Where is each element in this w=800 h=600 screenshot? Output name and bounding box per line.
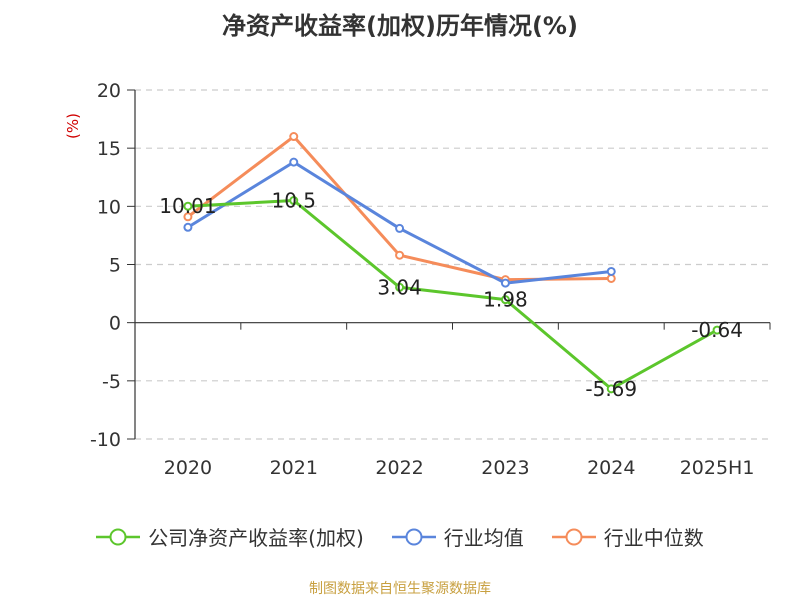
data-point[interactable] bbox=[606, 273, 616, 283]
y-tick-label: 20 bbox=[97, 80, 121, 102]
y-tick-label: -10 bbox=[90, 429, 121, 451]
y-tick-label: -5 bbox=[102, 371, 121, 393]
grid-lines bbox=[135, 89, 770, 440]
data-point[interactable] bbox=[395, 250, 405, 260]
legend-label: 行业均值 bbox=[443, 526, 524, 550]
data-point[interactable] bbox=[183, 201, 193, 211]
y-tick-label: 10 bbox=[97, 196, 121, 218]
y-tick-label: 0 bbox=[109, 313, 121, 335]
legend-label: 行业中位数 bbox=[603, 526, 704, 550]
chart-title: 净资产收益率(加权)历年情况(%) bbox=[222, 12, 578, 40]
x-tick-label: 2020 bbox=[164, 457, 212, 479]
data-label: 3.04 bbox=[377, 275, 422, 299]
data-point[interactable] bbox=[395, 223, 405, 233]
data-labels: 10.01 10.5 3.04 1.98 -5.69 -0.64 bbox=[159, 189, 743, 401]
series-group bbox=[183, 196, 722, 394]
x-tick-label: 2021 bbox=[270, 457, 318, 479]
y-tick-label: 15 bbox=[97, 138, 121, 160]
data-point[interactable] bbox=[500, 295, 510, 305]
data-label: -5.69 bbox=[585, 377, 637, 401]
data-point[interactable] bbox=[606, 384, 616, 394]
data-point[interactable] bbox=[289, 196, 299, 206]
legend-item[interactable]: 公司净资产收益率(加权) bbox=[96, 522, 364, 551]
x-tick-label: 2025H1 bbox=[680, 457, 755, 479]
data-label: 10.5 bbox=[271, 189, 316, 213]
y-unit-label: (%) bbox=[64, 113, 82, 139]
data-point[interactable] bbox=[712, 325, 722, 335]
series-line bbox=[187, 199, 718, 391]
legend-item[interactable]: 行业均值 bbox=[391, 522, 524, 551]
data-label: 1.98 bbox=[483, 288, 528, 312]
series-group bbox=[183, 157, 616, 288]
x-tick-label: 2022 bbox=[375, 457, 423, 479]
legend-swatch bbox=[96, 528, 141, 545]
data-label: -0.64 bbox=[691, 318, 743, 342]
legend-swatch bbox=[391, 528, 436, 545]
legend: 公司净资产收益率(加权) 行业均值 行业中位数 bbox=[0, 522, 800, 551]
x-tick-label: 2024 bbox=[587, 457, 635, 479]
data-label: 10.01 bbox=[159, 194, 216, 218]
data-point[interactable] bbox=[289, 157, 299, 167]
x-tick-label: 2023 bbox=[481, 457, 529, 479]
y-tick-label: 5 bbox=[109, 255, 121, 277]
source-note: 制图数据来自恒生聚源数据库 bbox=[309, 581, 491, 597]
legend-swatch bbox=[551, 528, 596, 545]
data-point[interactable] bbox=[500, 278, 510, 288]
legend-item[interactable]: 行业中位数 bbox=[551, 522, 704, 551]
data-point[interactable] bbox=[606, 266, 616, 276]
series-group bbox=[183, 132, 616, 285]
legend-label: 公司净资产收益率(加权) bbox=[148, 526, 364, 550]
series-lines bbox=[183, 132, 722, 394]
data-point[interactable] bbox=[183, 212, 193, 222]
data-point[interactable] bbox=[289, 132, 299, 142]
data-point[interactable] bbox=[183, 222, 193, 232]
data-point[interactable] bbox=[395, 282, 405, 292]
